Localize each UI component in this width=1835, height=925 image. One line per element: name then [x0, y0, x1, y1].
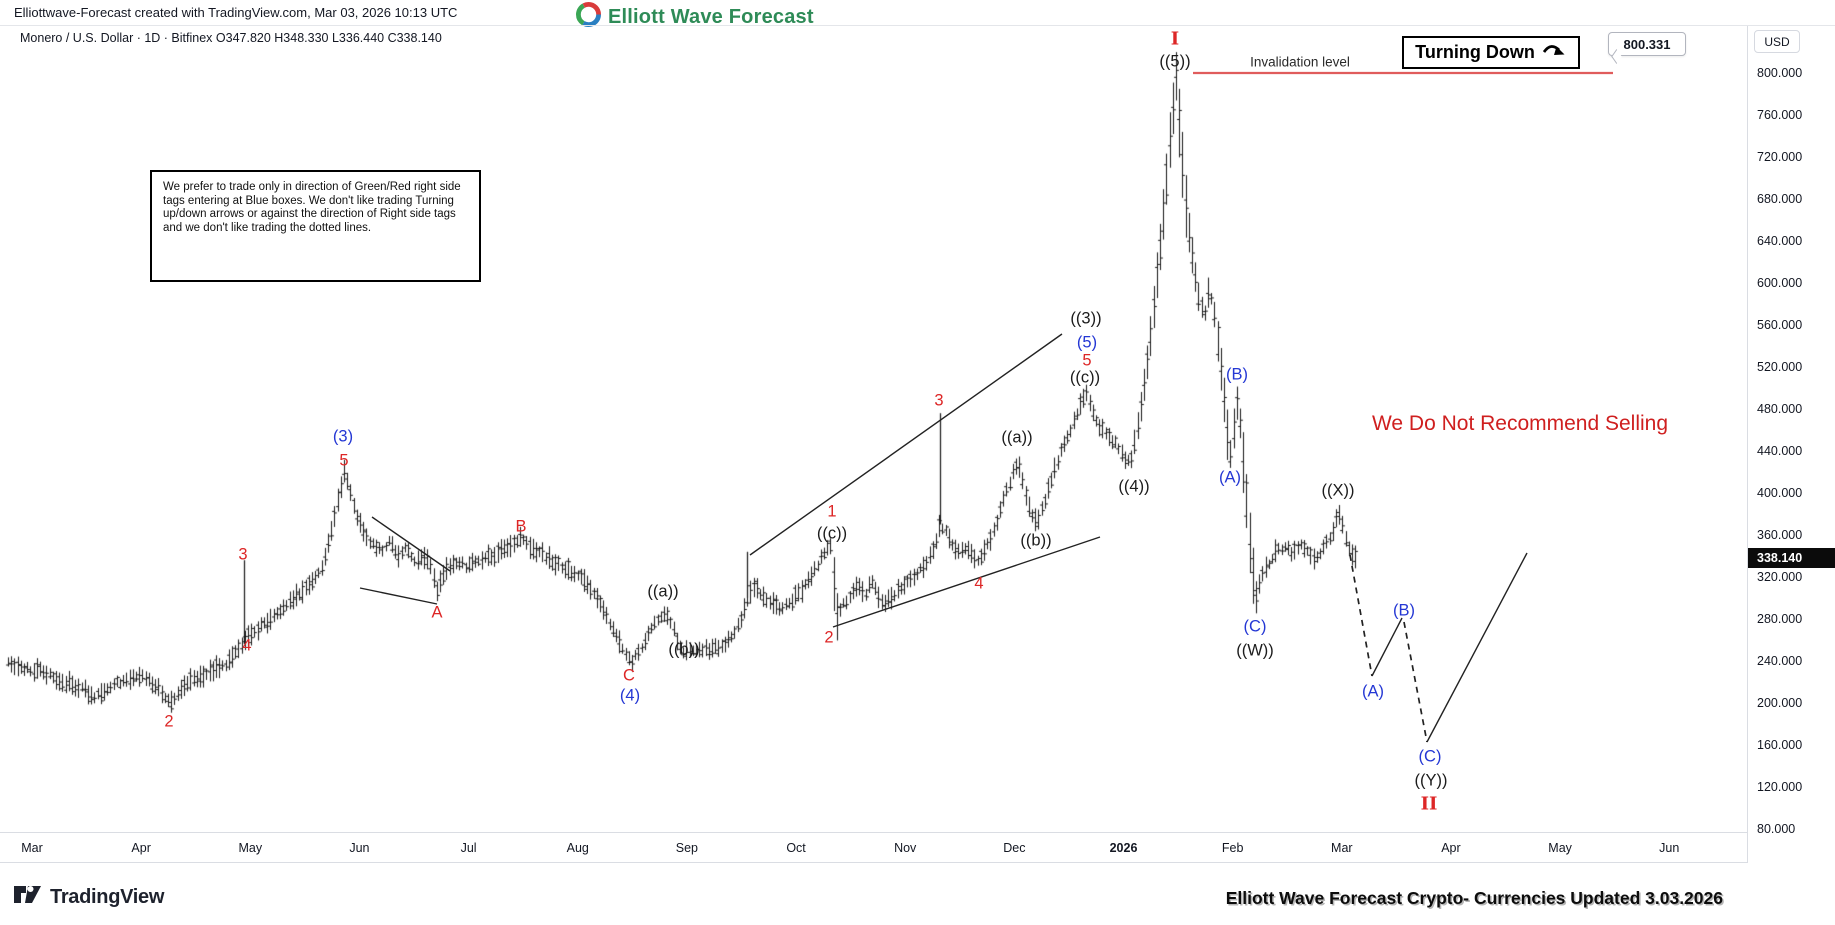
wave-label: ((a))	[1001, 428, 1033, 447]
recommendation-text: We Do Not Recommend Selling	[1371, 412, 1669, 435]
price-tick: 400.000	[1757, 486, 1803, 500]
time-axis-label: Apr	[131, 841, 151, 855]
turning-down-arrow-icon	[1542, 41, 1567, 64]
time-axis-label: Feb	[1221, 841, 1244, 855]
wave-label: ((Y))	[1414, 771, 1448, 790]
invalidation-price-value: 800.331	[1623, 36, 1671, 52]
price-tick: 680.000	[1757, 192, 1803, 206]
time-axis[interactable]: Mar Apr May Jun Jul Aug Sep Oct Nov Dec 2026 Feb Mar…	[0, 832, 1747, 863]
wave-label: B	[515, 517, 527, 536]
time-axis-label: Mar	[21, 841, 43, 855]
price-tick: 640.000	[1757, 234, 1803, 248]
tradingview-logo-icon	[14, 884, 42, 911]
price-tick: 600.000	[1757, 276, 1803, 290]
wave-label: ((c))	[1069, 368, 1101, 387]
wave-label: 3	[238, 545, 248, 564]
footer-update-note: Elliott Wave Forecast Crypto- Currencies…	[1225, 888, 1723, 908]
wave-label: 3	[934, 391, 944, 410]
channel-lower-line	[832, 536, 1101, 628]
invalidation-level-label: Invalidation level	[1250, 54, 1350, 70]
wave-label: II	[1420, 793, 1438, 815]
time-axis-label: Oct	[786, 841, 806, 855]
tradingview-logo-text: TradingView	[50, 886, 165, 908]
forecast-down-A-line	[1349, 554, 1373, 677]
tradingview-logo[interactable]: TradingView	[14, 884, 164, 911]
wave-label: 1	[827, 502, 837, 521]
forecast-up-B-line	[1371, 617, 1403, 677]
channel-upper-line	[749, 333, 1063, 556]
wave-label: ((c))	[816, 524, 848, 543]
time-axis-label: Mar	[1331, 841, 1353, 855]
time-axis-label: Jun	[1659, 841, 1680, 855]
price-tick: 80.000	[1757, 822, 1796, 836]
price-tick: 760.000	[1757, 108, 1803, 122]
triangle-lower-line	[359, 587, 438, 605]
wave-label: 5	[339, 451, 349, 470]
disclaimer-text-box[interactable]: We prefer to trade only in direction of …	[150, 170, 481, 282]
price-tick: 480.000	[1757, 402, 1803, 416]
time-axis-label: Nov	[894, 841, 917, 855]
price-tick: 200.000	[1757, 696, 1803, 710]
wave-label: ((3))	[1070, 309, 1102, 328]
forecast-down-C-line	[1403, 621, 1428, 743]
currency-unit-button[interactable]: USD	[1754, 30, 1800, 53]
time-axis-label: May	[1548, 841, 1572, 855]
wave-label: ((5))	[1159, 52, 1191, 71]
wave-label: C	[623, 666, 635, 685]
last-price-badge: 338.140	[1748, 547, 1835, 568]
wave-label: ((a))	[647, 582, 679, 601]
wave-label: (C)	[1243, 617, 1267, 636]
wave-label: (5)	[1076, 333, 1098, 352]
wave-label: 2	[824, 628, 834, 647]
price-tick: 800.000	[1757, 66, 1803, 80]
time-axis-label: Aug	[566, 841, 589, 855]
wave-label: (A)	[1219, 468, 1241, 487]
invalidation-price-callout[interactable]: 800.331	[1608, 32, 1686, 64]
price-tick: 520.000	[1757, 360, 1803, 374]
turning-down-box[interactable]: Turning Down	[1402, 36, 1580, 69]
price-tick: 360.000	[1757, 528, 1803, 542]
wave-label: (4)	[619, 686, 641, 705]
price-tick: 280.000	[1757, 612, 1803, 626]
wave-label: (B)	[1393, 601, 1415, 620]
time-axis-label: Dec	[1003, 841, 1026, 855]
price-axis-separator	[1747, 26, 1748, 863]
price-tick: 560.000	[1757, 318, 1803, 332]
time-axis-label: Jul	[460, 841, 477, 855]
turning-down-label: Turning Down	[1415, 42, 1535, 62]
time-axis-label: May	[238, 841, 263, 855]
time-axis-label: Jun	[349, 841, 370, 855]
wave-label: I	[1170, 28, 1180, 50]
wave-label: ((X))	[1321, 481, 1355, 500]
wave-label: 4	[242, 636, 252, 655]
price-tick: 720.000	[1757, 150, 1803, 164]
wave-label: 2	[164, 712, 174, 731]
time-axis-label: Sep	[675, 841, 699, 855]
wave-label: (B)	[1226, 365, 1248, 384]
wave-label: 5	[1082, 351, 1092, 370]
price-tick: 240.000	[1757, 654, 1803, 668]
wave-label: (3)	[332, 427, 354, 446]
time-axis-label: Apr	[1441, 841, 1461, 855]
wave-label: (A)	[1362, 682, 1384, 701]
price-tick: 120.000	[1757, 780, 1803, 794]
price-tick: 440.000	[1757, 444, 1803, 458]
wave-label: A	[431, 603, 443, 622]
wave-label: ((b))	[1020, 531, 1052, 550]
wave-label: ((4))	[1118, 477, 1150, 496]
wave-label: ((W))	[1236, 641, 1274, 660]
wave-label: (C)	[1418, 747, 1442, 766]
time-axis-label: 2026	[1109, 841, 1138, 855]
symbol-legend[interactable]: Monero / U.S. Dollar · 1D · Bitfinex O34…	[20, 31, 442, 45]
forecast-rally-line	[1426, 552, 1528, 743]
wave-label: 4	[974, 574, 984, 593]
triangle-upper-line	[371, 516, 451, 572]
price-tick: 320.000	[1757, 570, 1803, 584]
price-tick: 160.000	[1757, 738, 1803, 752]
wave-label: ((b))	[668, 640, 700, 659]
